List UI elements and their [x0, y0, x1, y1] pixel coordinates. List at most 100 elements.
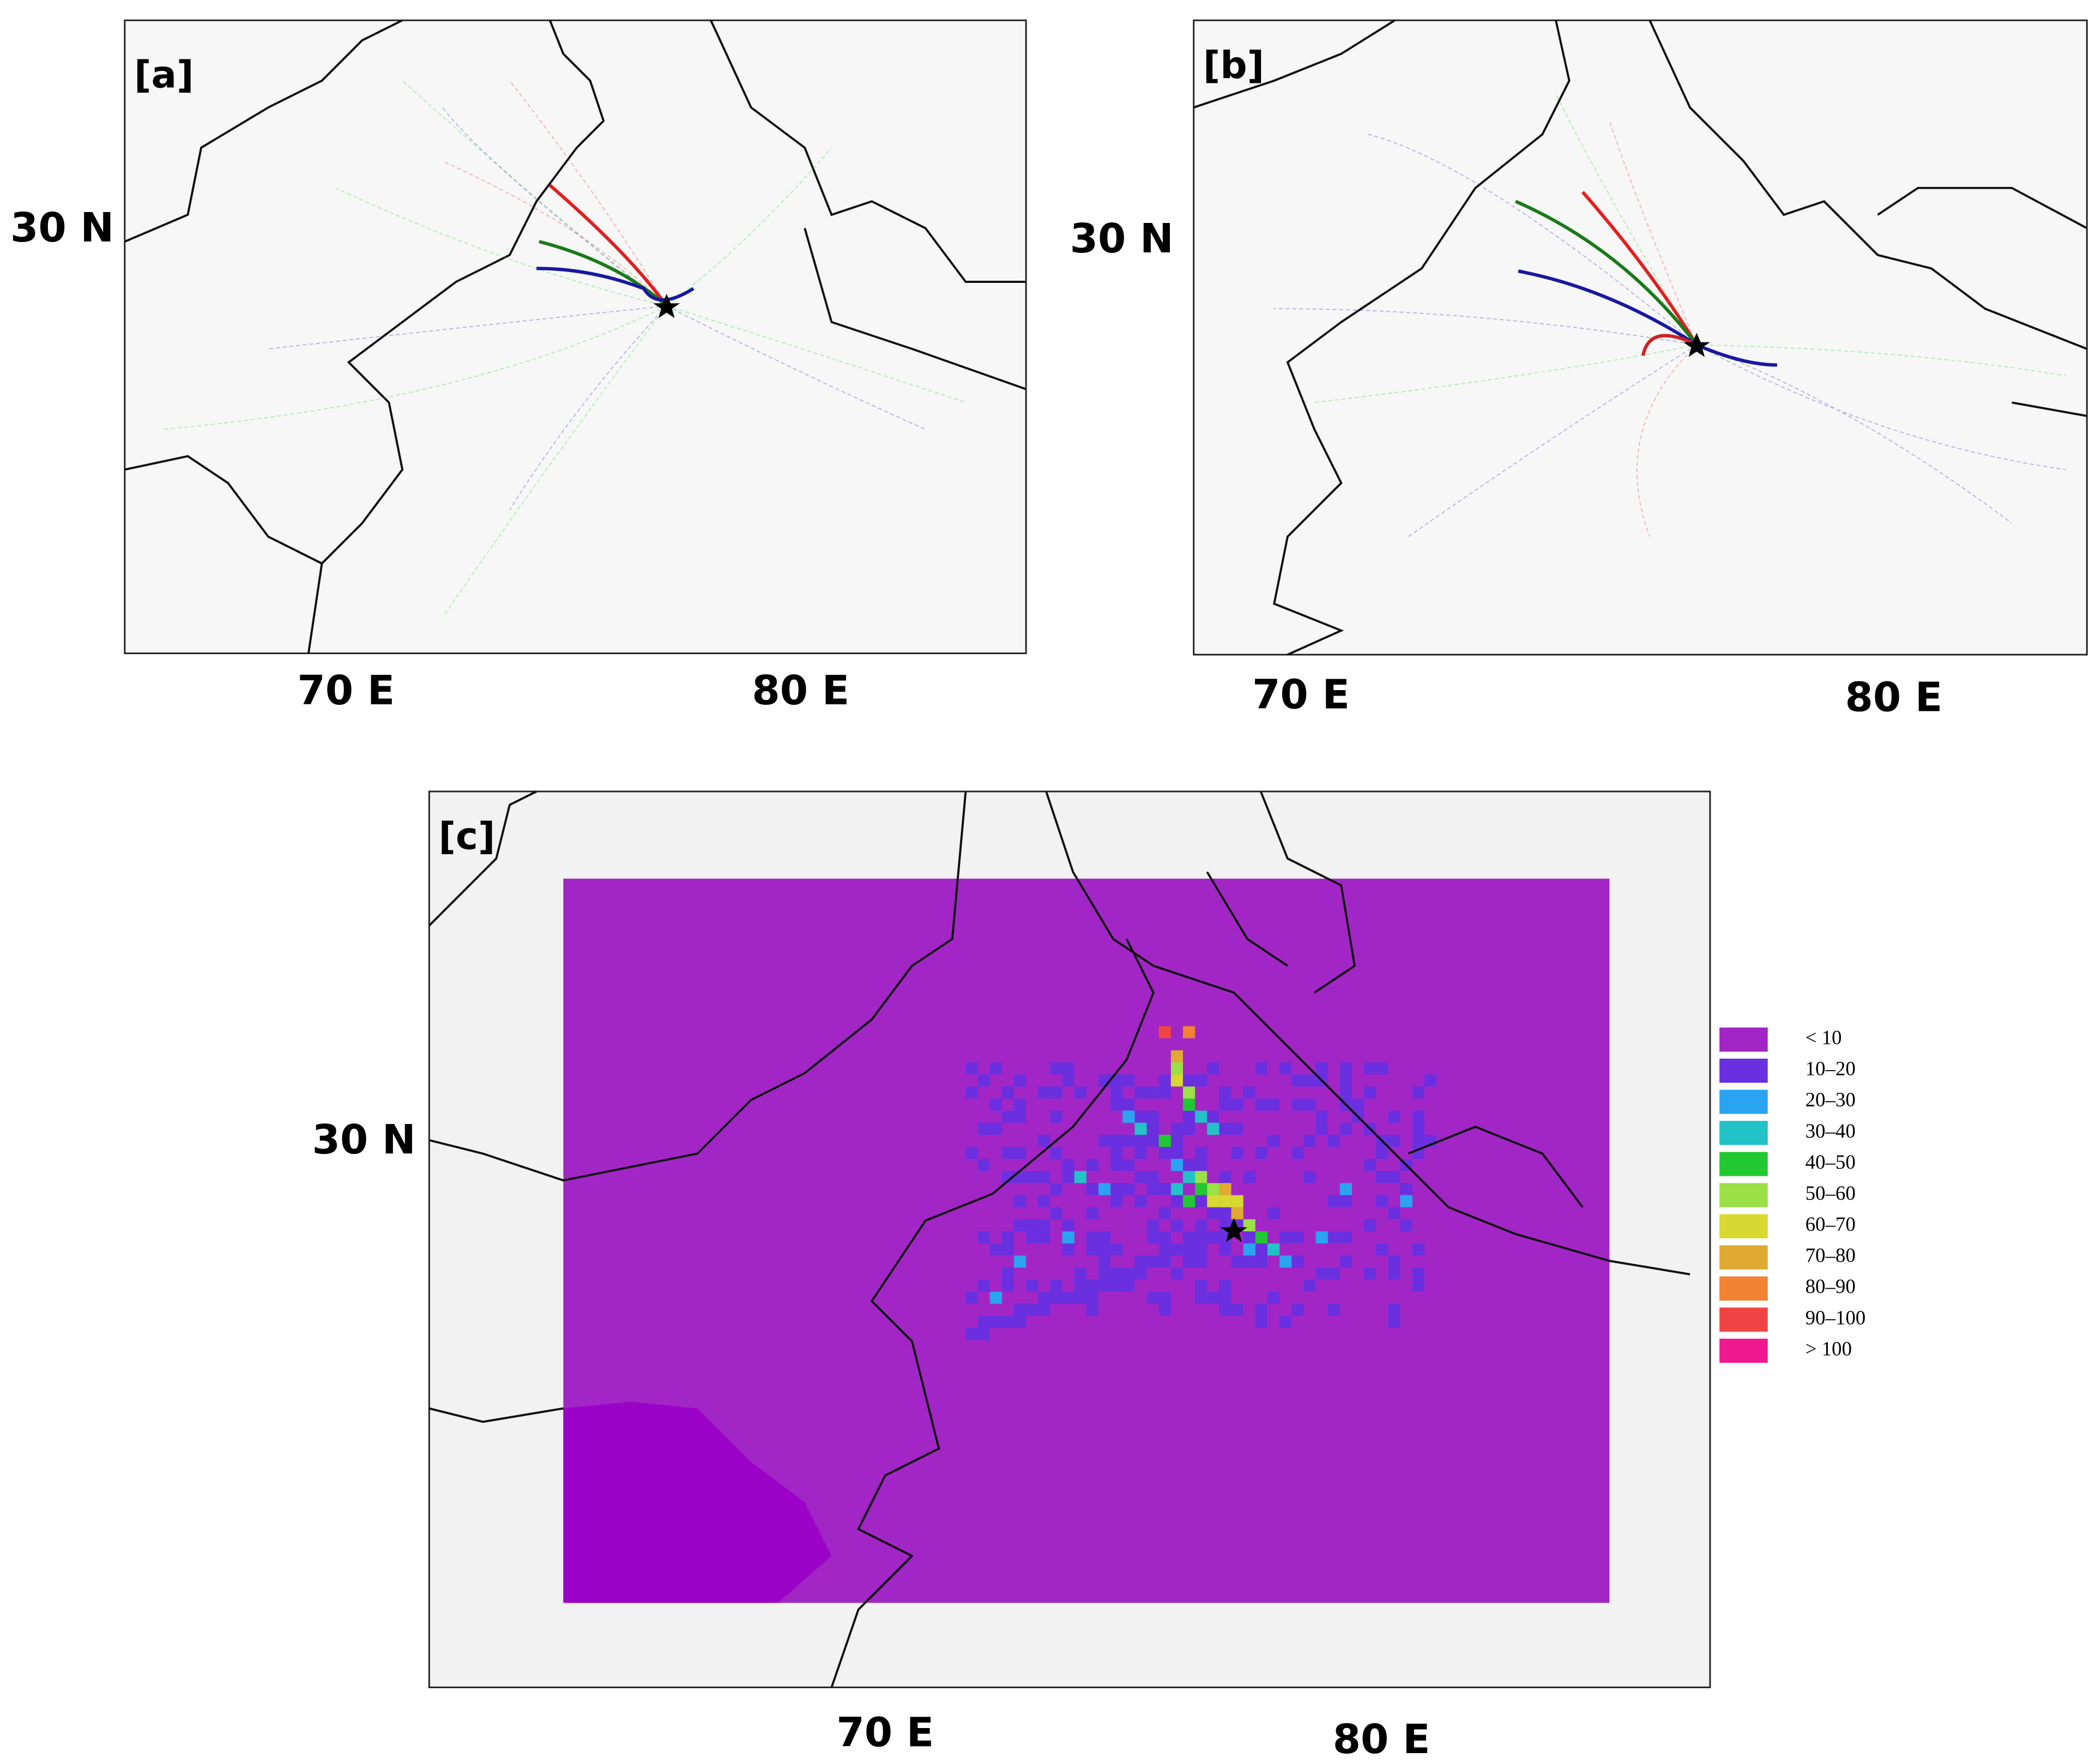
heat-cell: [1158, 1183, 1171, 1195]
heat-cell: [1339, 1183, 1352, 1195]
heat-cell: [1062, 1231, 1074, 1244]
heat-cell: [1231, 1146, 1243, 1159]
heat-cell: [1013, 1171, 1027, 1183]
heat-cell: [1146, 1231, 1159, 1244]
heat-cell: [1062, 1219, 1074, 1231]
heat-cell: [1219, 1243, 1231, 1256]
heat-cell: [1050, 1291, 1062, 1304]
heat-cell: [1013, 1303, 1027, 1316]
heat-cell: [1170, 1050, 1183, 1062]
site-marker: [1683, 333, 1710, 357]
heat-cell: [1182, 1026, 1196, 1038]
site-marker: [653, 294, 680, 318]
heat-cell: [1170, 1219, 1183, 1231]
y-axis-label: 30 N: [10, 204, 114, 251]
heat-cell: [1170, 1183, 1183, 1195]
heat-cell: [1158, 1291, 1171, 1304]
heat-cell: [1001, 1110, 1014, 1123]
heat-cell: [1243, 1219, 1255, 1231]
heat-cell: [1231, 1098, 1243, 1111]
heat-cell: [1134, 1122, 1147, 1135]
heat-cell: [1400, 1219, 1412, 1231]
legend-label: < 10: [1806, 1026, 1842, 1049]
heat-cell: [1364, 1086, 1376, 1099]
x-axis-label: 80 E: [1333, 1716, 1430, 1763]
heat-cell: [1001, 1243, 1014, 1256]
heat-cell: [1219, 1183, 1231, 1195]
heat-cell: [1062, 1291, 1074, 1304]
heat-cell: [1219, 1291, 1231, 1304]
x-axis-label: 70 E: [297, 667, 395, 714]
heat-cell: [1388, 1134, 1400, 1147]
heat-cell: [1110, 1134, 1123, 1147]
heat-cell: [1001, 1315, 1014, 1328]
heat-cell: [1364, 1062, 1376, 1075]
heat-cell: [989, 1315, 1002, 1328]
heat-cell: [1388, 1207, 1400, 1219]
heat-cell: [1424, 1074, 1436, 1087]
heat-cell: [1050, 1207, 1062, 1219]
heat-cell: [1122, 1074, 1135, 1087]
heat-cell: [1315, 1062, 1328, 1075]
heat-cell: [1038, 1171, 1050, 1183]
heat-cell: [1219, 1086, 1231, 1099]
heat-cell: [1376, 1062, 1388, 1075]
heat-cell: [1158, 1026, 1171, 1038]
heat-cell: [1376, 1243, 1388, 1256]
map-frame: [124, 19, 1027, 654]
heat-cell: [1158, 1074, 1171, 1087]
heat-cell: [1195, 1171, 1208, 1183]
heat-cell: [1195, 1146, 1208, 1159]
heat-cell: [1388, 1110, 1400, 1123]
heat-cell: [965, 1062, 978, 1075]
heat-cell: [977, 1279, 990, 1292]
heat-cell: [1412, 1267, 1424, 1280]
sea-region: [563, 1401, 832, 1603]
heat-cell: [1291, 1303, 1304, 1316]
heat-cell: [1158, 1231, 1171, 1244]
heat-cell: [1062, 1062, 1074, 1075]
heat-cell: [1182, 1231, 1196, 1244]
heat-cell: [1170, 1267, 1183, 1280]
heat-cell: [965, 1146, 978, 1159]
heat-cell: [1146, 1171, 1159, 1183]
heat-cell: [1110, 1146, 1123, 1159]
heat-cell: [1086, 1207, 1098, 1219]
legend-label: 40–50: [1806, 1151, 1856, 1173]
heat-cell: [1291, 1098, 1304, 1111]
trajectories: [1274, 94, 2066, 537]
heat-cell: [1339, 1255, 1352, 1268]
heat-cell: [1001, 1086, 1014, 1099]
heat-cell: [989, 1291, 1002, 1304]
heat-cell: [1339, 1062, 1352, 1075]
heat-cell: [1026, 1303, 1039, 1316]
heat-cell: [1062, 1243, 1074, 1256]
mean-trajectory: [539, 240, 668, 307]
mean-trajectory: [536, 267, 695, 302]
legend-label: 80–90: [1806, 1275, 1856, 1297]
legend-swatch: [1719, 1121, 1768, 1145]
heat-cell: [1219, 1279, 1231, 1292]
heat-cell: [1086, 1243, 1098, 1256]
heat-cell: [1026, 1231, 1039, 1244]
heat-cell: [1231, 1195, 1243, 1207]
heat-cell: [1134, 1195, 1147, 1207]
heat-cell: [1207, 1183, 1219, 1195]
heat-cell: [1110, 1098, 1123, 1111]
heat-cell: [1050, 1183, 1062, 1195]
heat-cell: [1001, 1171, 1014, 1183]
legend-swatch: [1719, 1338, 1768, 1363]
heat-cell: [1170, 1122, 1183, 1135]
heat-cell: [989, 1122, 1002, 1135]
heat-cell: [1303, 1279, 1316, 1292]
heat-cell: [1412, 1122, 1424, 1135]
heat-cell: [1038, 1219, 1050, 1231]
heat-cell: [1182, 1195, 1196, 1207]
heat-cell: [1074, 1086, 1086, 1099]
heat-cell: [1182, 1086, 1196, 1099]
heat-cell: [1122, 1159, 1135, 1171]
heat-cell: [1388, 1267, 1400, 1280]
heat-cell: [1050, 1062, 1062, 1075]
heat-cell: [1146, 1134, 1159, 1147]
